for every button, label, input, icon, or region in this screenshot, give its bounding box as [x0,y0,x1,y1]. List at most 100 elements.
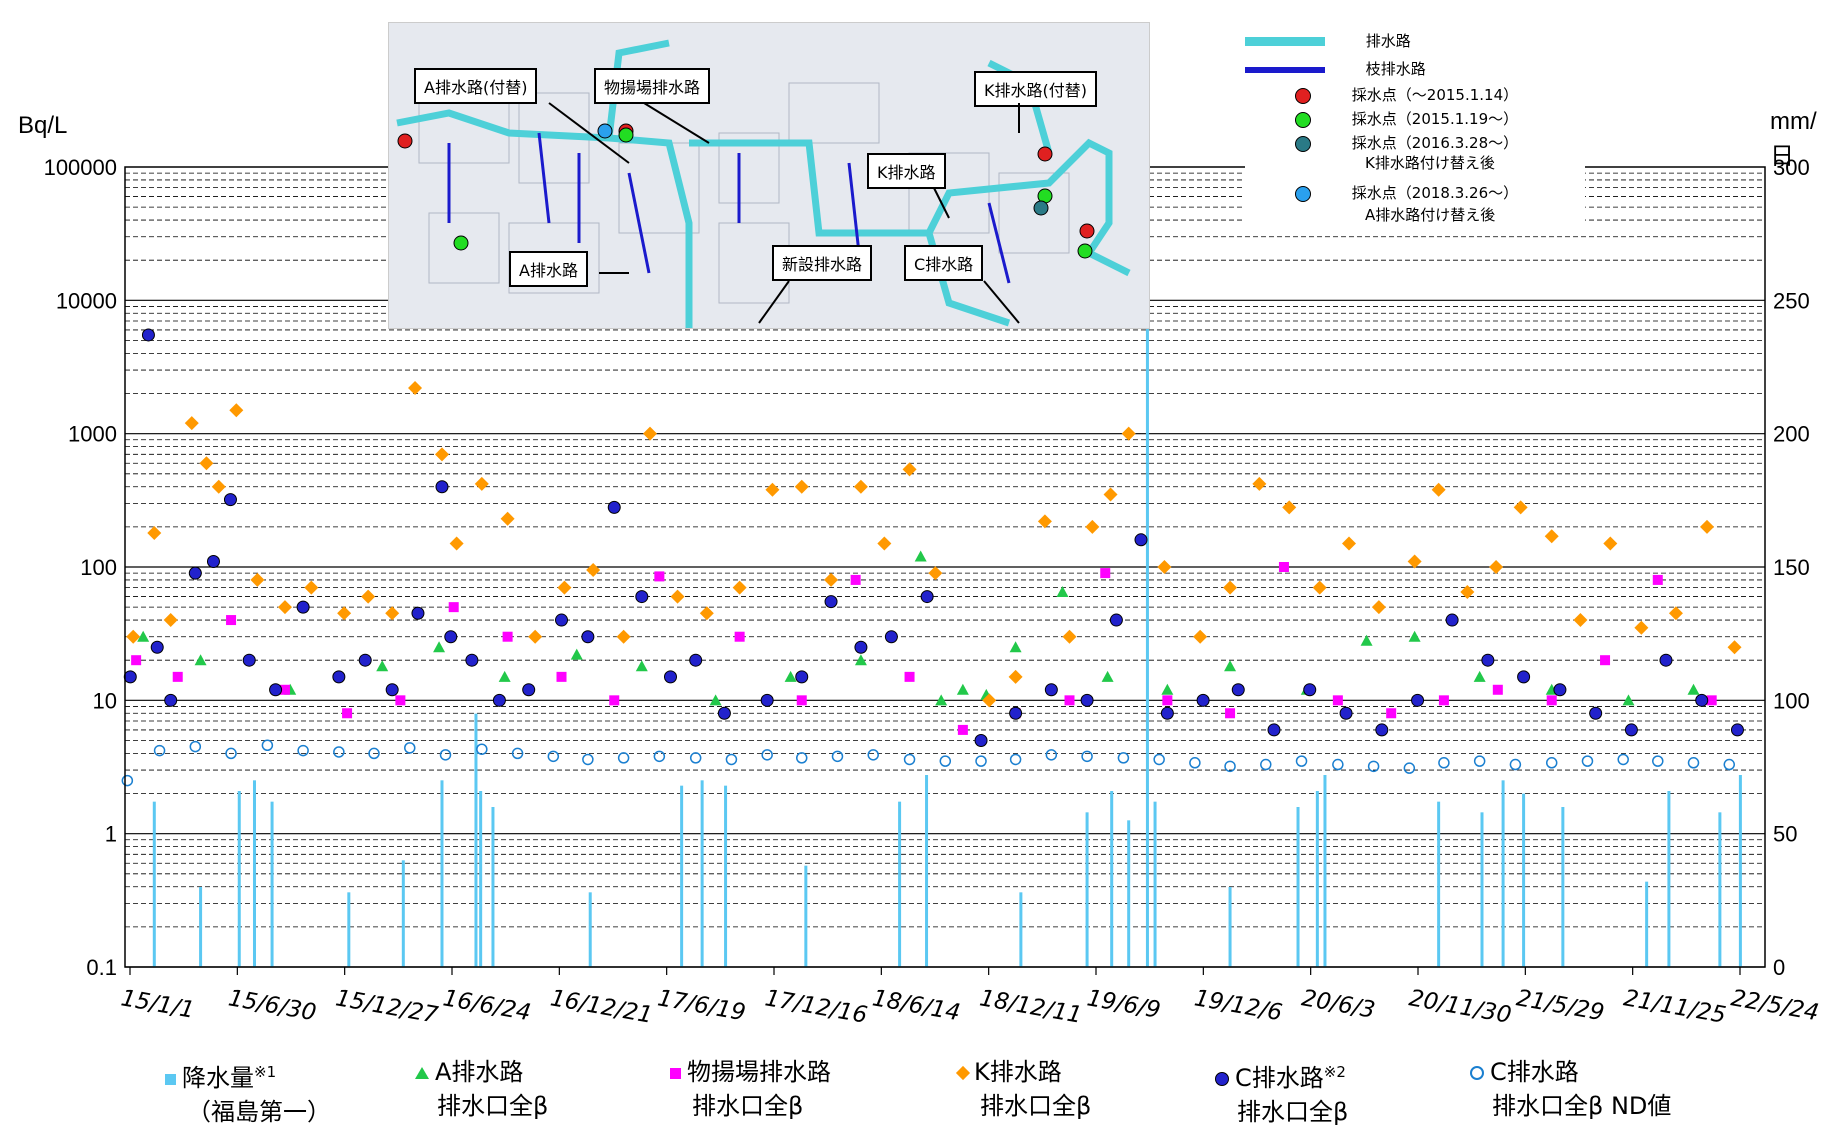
c-drain-point [385,683,399,697]
c-drain-point [1481,653,1495,667]
c-drain-nd-point [1081,750,1093,763]
sampling-point-teal-icon [1295,135,1311,152]
k-drain-point [1668,606,1683,621]
c-drain-nd-point [333,746,345,758]
legend-label-rainfall: 降水量 [182,1064,254,1092]
sampling-point-blue-icon [1295,185,1311,202]
a-drain-point [1622,694,1635,706]
x-tick-label: 17/6/19 [656,985,748,1026]
k-drain-point [1699,519,1714,534]
pier-drain-point [850,574,861,585]
k-drain-point [1121,426,1136,441]
left-axis-ticks: 0.1 1 10 100 1000 10000 100000 [44,155,117,980]
rainfall-bars [152,300,1742,967]
a-drain-point [1408,630,1421,642]
rainfall-bar [588,892,592,967]
k-drain-point [1341,536,1356,551]
a-drain-point [1360,634,1373,646]
k-drain-point [304,580,319,595]
rainfall-bar [1110,791,1114,967]
k-drain-point [434,447,449,462]
pier-drain-point [226,615,237,626]
c-drain-point [1517,670,1531,684]
rainfall-bar [252,780,256,967]
left-tick-label: 1000 [68,422,117,447]
a-drain-point [1101,670,1114,682]
c-drain-circle-icon [1215,1072,1229,1086]
left-axis-unit: Bq/L [18,112,68,139]
c-drain-nd-point [1545,757,1558,769]
rainfall-bar [1645,881,1649,967]
c-drain-nd-point [547,750,560,763]
c-drain-nd-point [297,744,309,757]
c-drain-nd-open-circle-icon [1470,1066,1484,1080]
pier-drain-point [734,631,745,642]
c-drain-nd-point [975,755,987,767]
rainfall-bar [237,791,241,967]
k-drain-point [642,426,657,441]
c-drain-point [141,328,155,342]
rainfall-bar [440,780,444,967]
rainfall-bar [474,713,478,967]
rainfall-bar [1127,820,1131,967]
pier-drain-point [1162,695,1173,706]
legend-item-pier-drain: 物揚場排水路 排水口全β [670,1055,831,1123]
c-drain-nd-point [1260,758,1272,771]
c-drain-point [123,670,137,684]
c-drain-nd-point [689,752,702,764]
left-tick-label: 100000 [44,155,117,180]
legend-item-rainfall: 降水量※1 （福島第一） [165,1055,331,1129]
k-drain-point [1037,514,1052,529]
a-drain-point [854,654,867,666]
a-drain-point [570,648,583,660]
legend-sup-c-drain: ※2 [1323,1063,1346,1081]
k-drain-point [385,606,400,621]
c-drain-nd-point [261,739,274,752]
legend-sub-rainfall: （福島第一） [187,1098,331,1126]
c-drain-nd-point [1403,762,1416,774]
c-drain-nd-point [1473,755,1486,767]
rainfall-bar [1437,801,1441,967]
k-drain-point [1603,536,1618,551]
c-drain-nd-point [1723,758,1736,771]
a-drain-point [709,694,722,706]
c-drain-point [920,590,934,604]
a-drain-point [1056,585,1069,597]
rainfall-bar [491,807,495,967]
k-drain-point [1282,500,1297,515]
pier-drain-point [279,684,290,695]
pier-drain-point [654,571,665,582]
k-drain-point [199,456,214,471]
pier-drain-point [1600,655,1611,666]
c-drain-point [607,500,621,514]
callout-pier-drain: 物揚場排水路 [594,68,711,104]
k-drain-point [928,566,943,581]
x-tick-label: 15/12/27 [334,985,441,1029]
k-drain-point [500,511,515,526]
rainfall-bar [1153,801,1157,967]
pier-drain-point [1546,695,1557,706]
x-axis-ticks: 15/1/1 15/6/30 15/12/27 16/6/24 16/12/21 17/6… [119,967,1821,1029]
rainfall-bar [479,791,483,967]
rainfall-bar [1323,775,1327,967]
c-drain-point [1445,613,1459,627]
c-drain-point [492,693,506,707]
k-drain-point [126,629,141,644]
left-tick-label: 0.1 [86,955,117,980]
k-drain-point [732,580,747,595]
k-drain-point [586,562,601,577]
map-legend-label-4: 採水点（2016.3.28～） [1351,134,1519,152]
k-drain-point [1062,629,1077,644]
k-drain-point [528,629,543,644]
k-drain-point [765,482,780,497]
c-drain-point [1624,723,1638,737]
k-drain-point [824,572,839,587]
x-tick-label: 18/12/11 [978,985,1084,1029]
k-drain-point [1431,482,1446,497]
rainfall-bar [1019,892,1023,967]
a-drain-point [1161,683,1174,695]
k-drain-point [982,693,997,708]
c-drain-point [1267,723,1281,737]
k-drain-point [902,462,917,477]
a-drain-point [376,660,389,672]
